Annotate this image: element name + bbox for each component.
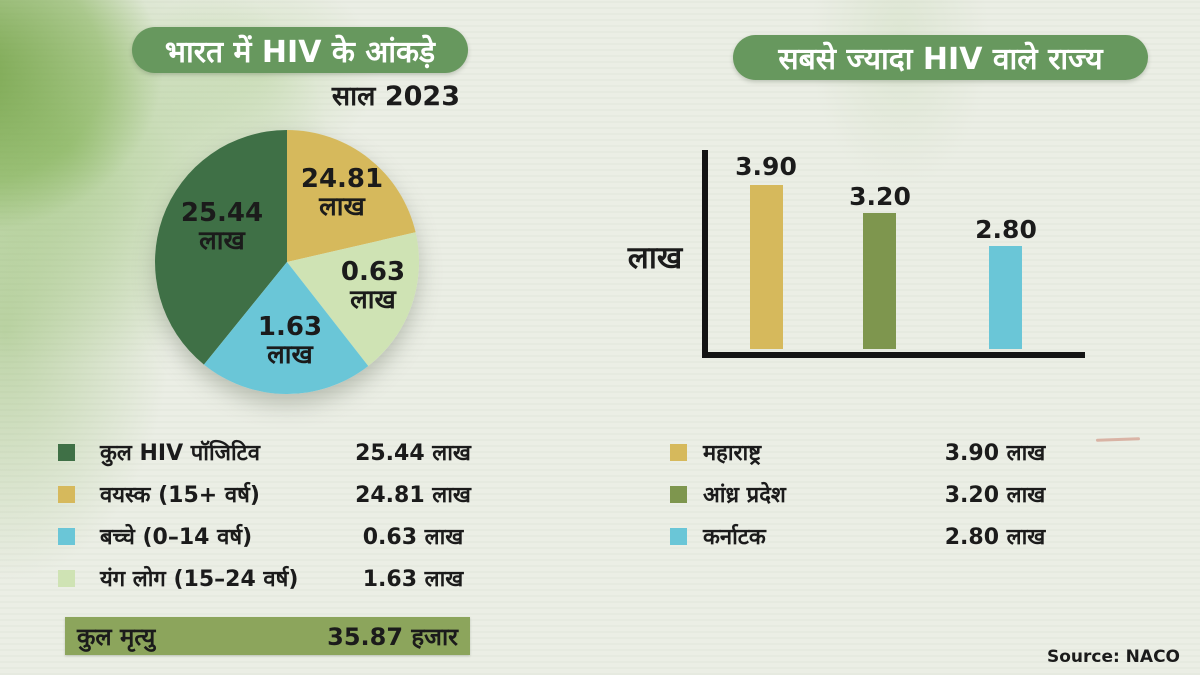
pie-slice xyxy=(203,262,369,395)
legend-row: यंग लोग (15–24 वर्ष) 1.63 लाख xyxy=(58,566,478,592)
legend-row: कर्नाटक 2.80 लाख xyxy=(670,524,1055,550)
pie-slice-value: 1.63 xyxy=(257,312,323,342)
pie-slice xyxy=(287,130,416,262)
total-deaths-value: 35.87 हजार xyxy=(327,622,458,651)
legend-swatch-darkgreen xyxy=(58,443,75,461)
legend-label: कुल HIV पॉजिटिव xyxy=(100,441,260,466)
legend-row: कुल HIV पॉजिटिव 25.44 लाख xyxy=(58,440,478,466)
pie-slice-label-total: 25.44 लाख xyxy=(158,199,286,255)
legend-value: 1.63 लाख xyxy=(362,567,464,592)
pie-slice xyxy=(287,232,420,367)
legend-value: 24.81 लाख xyxy=(355,483,471,508)
pie-chart-subtitle: साल 2023 xyxy=(331,81,460,112)
legend-row: वयस्क (15+ वर्ष) 24.81 लाख xyxy=(58,482,478,508)
pie-svg xyxy=(155,130,420,395)
y-axis-line xyxy=(702,150,708,358)
pie-legend: कुल HIV पॉजिटिव 25.44 लाख वयस्क (15+ वर्… xyxy=(58,440,478,608)
pie-chart xyxy=(155,130,420,395)
bar-value-label: 2.80 xyxy=(975,215,1037,244)
legend-label: बच्चे (0–14 वर्ष) xyxy=(100,525,253,550)
legend-swatch-yellow xyxy=(58,485,75,503)
legend-row: आंध्र प्रदेश 3.20 लाख xyxy=(670,482,1055,508)
legend-swatch-olive xyxy=(670,485,687,503)
legend-value: 2.80 लाख xyxy=(944,525,1046,550)
paper-texture-smudge xyxy=(1095,437,1141,442)
total-deaths-bar: कुल मृत्यु 35.87 हजार xyxy=(65,617,470,655)
legend-row: बच्चे (0–14 वर्ष) 0.63 लाख xyxy=(58,524,478,550)
legend-swatch-yellow xyxy=(670,443,687,461)
pie-slice-unit: लाख xyxy=(350,285,396,316)
legend-value: 0.63 लाख xyxy=(362,525,464,550)
pie-slice-label-lightgreen: 0.63 लाख xyxy=(309,258,437,314)
legend-value: 3.20 लाख xyxy=(944,483,1046,508)
legend-label: महाराष्ट्र xyxy=(703,441,762,466)
legend-swatch-blue xyxy=(670,527,687,545)
pie-slice-value: 0.63 xyxy=(340,257,406,287)
pie-slice-value: 25.44 xyxy=(180,198,264,228)
legend-label: कर्नाटक xyxy=(703,525,766,550)
x-axis-line xyxy=(702,352,1085,358)
total-deaths-label: कुल मृत्यु xyxy=(77,622,156,651)
legend-swatch-lightgreen xyxy=(58,569,75,587)
bar-karnataka xyxy=(989,246,1022,349)
bar-andhra-pradesh xyxy=(863,213,896,349)
bar-value-label: 3.20 xyxy=(849,182,911,211)
legend-value: 3.90 लाख xyxy=(944,441,1046,466)
legend-value: 25.44 लाख xyxy=(355,441,471,466)
bar-chart-title: सबसे ज्यादा HIV वाले राज्य xyxy=(733,35,1148,80)
pie-slice xyxy=(155,130,287,365)
pie-slice-label-adults: 24.81 लाख xyxy=(278,165,406,221)
pie-slice-unit: लाख xyxy=(267,340,313,371)
pie-slice-label-blue: 1.63 लाख xyxy=(226,313,354,369)
pie-slice-unit: लाख xyxy=(199,226,245,257)
legend-swatch-blue xyxy=(58,527,75,545)
legend-label: यंग लोग (15–24 वर्ष) xyxy=(100,567,299,592)
legend-label: वयस्क (15+ वर्ष) xyxy=(100,483,260,508)
bar-chart-y-axis-label: लाख xyxy=(627,240,683,276)
bar-legend: महाराष्ट्र 3.90 लाख आंध्र प्रदेश 3.20 ला… xyxy=(670,440,1055,566)
bar-maharashtra xyxy=(750,185,783,349)
bar-chart xyxy=(702,150,1087,360)
bar-value-label: 3.90 xyxy=(735,152,797,181)
legend-label: आंध्र प्रदेश xyxy=(703,483,786,508)
pie-slice-unit: लाख xyxy=(319,192,365,223)
source-attribution: Source: NACO xyxy=(1046,647,1180,667)
legend-row: महाराष्ट्र 3.90 लाख xyxy=(670,440,1055,466)
pie-slice-value: 24.81 xyxy=(300,164,384,194)
pie-chart-title: भारत में HIV के आंकड़े xyxy=(132,27,468,73)
